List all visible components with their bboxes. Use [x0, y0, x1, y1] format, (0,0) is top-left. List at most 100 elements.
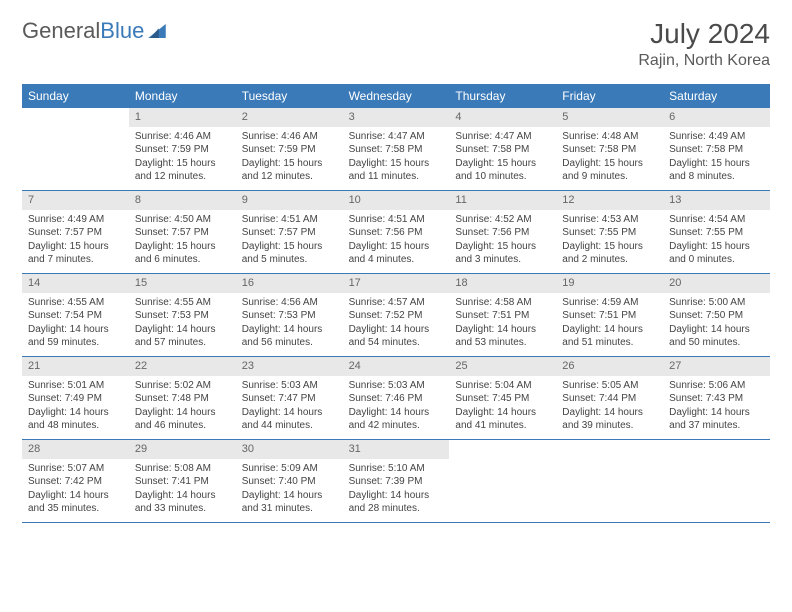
daylight-text: Daylight: 14 hours and 37 minutes. — [669, 406, 764, 433]
daylight-text: Daylight: 14 hours and 42 minutes. — [349, 406, 444, 433]
daylight-text: Daylight: 15 hours and 6 minutes. — [135, 240, 230, 267]
week-row: 7Sunrise: 4:49 AMSunset: 7:57 PMDaylight… — [22, 191, 770, 274]
day-body: Sunrise: 5:08 AMSunset: 7:41 PMDaylight:… — [129, 459, 236, 522]
daylight-text: Daylight: 14 hours and 57 minutes. — [135, 323, 230, 350]
sunrise-text: Sunrise: 4:47 AM — [349, 130, 444, 144]
day-body: Sunrise: 4:52 AMSunset: 7:56 PMDaylight:… — [449, 210, 556, 273]
day-number: 28 — [22, 440, 129, 459]
day-body: Sunrise: 4:46 AMSunset: 7:59 PMDaylight:… — [236, 127, 343, 190]
day-body: Sunrise: 5:06 AMSunset: 7:43 PMDaylight:… — [663, 376, 770, 439]
day-body: Sunrise: 4:50 AMSunset: 7:57 PMDaylight:… — [129, 210, 236, 273]
sunset-text: Sunset: 7:57 PM — [242, 226, 337, 240]
day-body: Sunrise: 4:56 AMSunset: 7:53 PMDaylight:… — [236, 293, 343, 356]
day-cell: 18Sunrise: 4:58 AMSunset: 7:51 PMDayligh… — [449, 274, 556, 356]
daylight-text: Daylight: 14 hours and 35 minutes. — [28, 489, 123, 516]
sunrise-text: Sunrise: 4:52 AM — [455, 213, 550, 227]
day-cell: 30Sunrise: 5:09 AMSunset: 7:40 PMDayligh… — [236, 440, 343, 522]
day-body: Sunrise: 4:53 AMSunset: 7:55 PMDaylight:… — [556, 210, 663, 273]
sunset-text: Sunset: 7:57 PM — [28, 226, 123, 240]
daylight-text: Daylight: 15 hours and 12 minutes. — [135, 157, 230, 184]
day-number: 7 — [22, 191, 129, 210]
weekday-label: Tuesday — [236, 84, 343, 108]
day-number: 9 — [236, 191, 343, 210]
month-year: July 2024 — [638, 18, 770, 50]
sunrise-text: Sunrise: 5:06 AM — [669, 379, 764, 393]
sunset-text: Sunset: 7:58 PM — [349, 143, 444, 157]
day-body: Sunrise: 5:10 AMSunset: 7:39 PMDaylight:… — [343, 459, 450, 522]
day-cell: 4Sunrise: 4:47 AMSunset: 7:58 PMDaylight… — [449, 108, 556, 190]
weekday-label: Sunday — [22, 84, 129, 108]
daylight-text: Daylight: 15 hours and 2 minutes. — [562, 240, 657, 267]
sunset-text: Sunset: 7:48 PM — [135, 392, 230, 406]
weekday-label: Thursday — [449, 84, 556, 108]
day-body: Sunrise: 5:05 AMSunset: 7:44 PMDaylight:… — [556, 376, 663, 439]
daylight-text: Daylight: 15 hours and 11 minutes. — [349, 157, 444, 184]
day-cell: 8Sunrise: 4:50 AMSunset: 7:57 PMDaylight… — [129, 191, 236, 273]
daylight-text: Daylight: 15 hours and 4 minutes. — [349, 240, 444, 267]
day-cell: 5Sunrise: 4:48 AMSunset: 7:58 PMDaylight… — [556, 108, 663, 190]
day-body: Sunrise: 4:46 AMSunset: 7:59 PMDaylight:… — [129, 127, 236, 190]
sunset-text: Sunset: 7:58 PM — [455, 143, 550, 157]
day-number: 8 — [129, 191, 236, 210]
day-cell: 22Sunrise: 5:02 AMSunset: 7:48 PMDayligh… — [129, 357, 236, 439]
sunrise-text: Sunrise: 5:07 AM — [28, 462, 123, 476]
day-body: Sunrise: 5:04 AMSunset: 7:45 PMDaylight:… — [449, 376, 556, 439]
sunrise-text: Sunrise: 4:56 AM — [242, 296, 337, 310]
daylight-text: Daylight: 15 hours and 10 minutes. — [455, 157, 550, 184]
day-number: 10 — [343, 191, 450, 210]
daylight-text: Daylight: 14 hours and 41 minutes. — [455, 406, 550, 433]
day-cell: 26Sunrise: 5:05 AMSunset: 7:44 PMDayligh… — [556, 357, 663, 439]
day-number: 20 — [663, 274, 770, 293]
day-cell: 14Sunrise: 4:55 AMSunset: 7:54 PMDayligh… — [22, 274, 129, 356]
sunset-text: Sunset: 7:59 PM — [242, 143, 337, 157]
daylight-text: Daylight: 14 hours and 46 minutes. — [135, 406, 230, 433]
day-body: Sunrise: 4:54 AMSunset: 7:55 PMDaylight:… — [663, 210, 770, 273]
daylight-text: Daylight: 14 hours and 48 minutes. — [28, 406, 123, 433]
day-number: 19 — [556, 274, 663, 293]
sunrise-text: Sunrise: 4:51 AM — [349, 213, 444, 227]
sunrise-text: Sunrise: 5:03 AM — [242, 379, 337, 393]
weekday-label: Saturday — [663, 84, 770, 108]
sunrise-text: Sunrise: 4:57 AM — [349, 296, 444, 310]
day-cell: 6Sunrise: 4:49 AMSunset: 7:58 PMDaylight… — [663, 108, 770, 190]
weekday-header: Sunday Monday Tuesday Wednesday Thursday… — [22, 84, 770, 108]
location: Rajin, North Korea — [638, 52, 770, 70]
sunrise-text: Sunrise: 5:02 AM — [135, 379, 230, 393]
day-number: 12 — [556, 191, 663, 210]
sunset-text: Sunset: 7:39 PM — [349, 475, 444, 489]
calendar: Sunday Monday Tuesday Wednesday Thursday… — [22, 84, 770, 523]
sunset-text: Sunset: 7:41 PM — [135, 475, 230, 489]
sunset-text: Sunset: 7:50 PM — [669, 309, 764, 323]
day-number: 1 — [129, 108, 236, 127]
day-number: 23 — [236, 357, 343, 376]
day-body: Sunrise: 5:00 AMSunset: 7:50 PMDaylight:… — [663, 293, 770, 356]
day-body: Sunrise: 4:51 AMSunset: 7:56 PMDaylight:… — [343, 210, 450, 273]
day-body: Sunrise: 4:51 AMSunset: 7:57 PMDaylight:… — [236, 210, 343, 273]
day-cell: 10Sunrise: 4:51 AMSunset: 7:56 PMDayligh… — [343, 191, 450, 273]
day-cell: 12Sunrise: 4:53 AMSunset: 7:55 PMDayligh… — [556, 191, 663, 273]
daylight-text: Daylight: 14 hours and 44 minutes. — [242, 406, 337, 433]
sunrise-text: Sunrise: 5:03 AM — [349, 379, 444, 393]
daylight-text: Daylight: 15 hours and 5 minutes. — [242, 240, 337, 267]
sunrise-text: Sunrise: 5:08 AM — [135, 462, 230, 476]
day-cell: 17Sunrise: 4:57 AMSunset: 7:52 PMDayligh… — [343, 274, 450, 356]
day-cell: 19Sunrise: 4:59 AMSunset: 7:51 PMDayligh… — [556, 274, 663, 356]
sunrise-text: Sunrise: 4:50 AM — [135, 213, 230, 227]
day-body: Sunrise: 4:49 AMSunset: 7:57 PMDaylight:… — [22, 210, 129, 273]
day-number: 27 — [663, 357, 770, 376]
day-cell: 21Sunrise: 5:01 AMSunset: 7:49 PMDayligh… — [22, 357, 129, 439]
sunrise-text: Sunrise: 4:46 AM — [242, 130, 337, 144]
day-cell: 20Sunrise: 5:00 AMSunset: 7:50 PMDayligh… — [663, 274, 770, 356]
sunrise-text: Sunrise: 5:10 AM — [349, 462, 444, 476]
sunset-text: Sunset: 7:55 PM — [562, 226, 657, 240]
page-header: GeneralBlue July 2024 Rajin, North Korea — [22, 18, 770, 70]
sunrise-text: Sunrise: 5:00 AM — [669, 296, 764, 310]
sunrise-text: Sunrise: 5:05 AM — [562, 379, 657, 393]
sunrise-text: Sunrise: 4:55 AM — [135, 296, 230, 310]
day-body: Sunrise: 4:49 AMSunset: 7:58 PMDaylight:… — [663, 127, 770, 190]
sunset-text: Sunset: 7:56 PM — [349, 226, 444, 240]
sunset-text: Sunset: 7:44 PM — [562, 392, 657, 406]
sunrise-text: Sunrise: 4:59 AM — [562, 296, 657, 310]
day-cell: 16Sunrise: 4:56 AMSunset: 7:53 PMDayligh… — [236, 274, 343, 356]
sunset-text: Sunset: 7:51 PM — [455, 309, 550, 323]
